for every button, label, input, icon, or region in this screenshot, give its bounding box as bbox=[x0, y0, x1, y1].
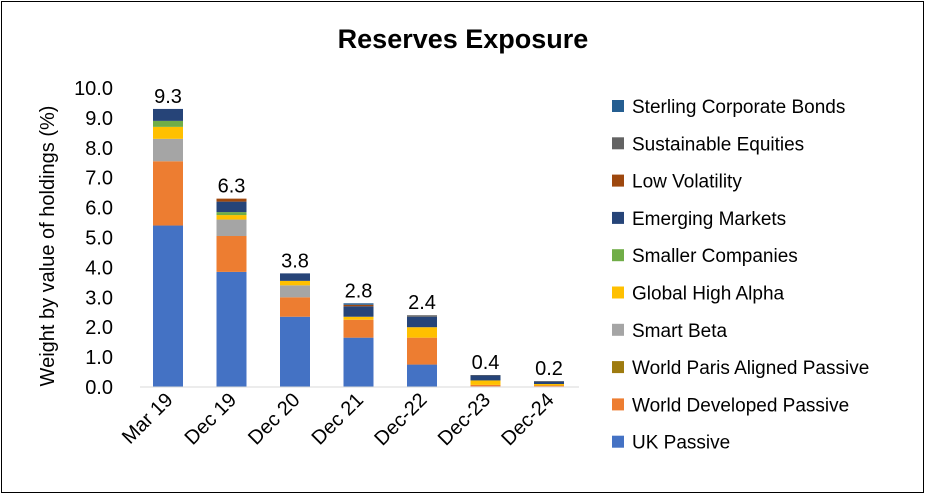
x-tick-label: Dec 19 bbox=[181, 389, 241, 449]
total-label: 0.2 bbox=[535, 358, 563, 380]
y-tick-label: 10.0 bbox=[74, 78, 113, 100]
bar-segment bbox=[407, 316, 437, 328]
x-tick-label: Dec 20 bbox=[244, 389, 304, 449]
y-tick-label: 5.0 bbox=[85, 228, 113, 250]
bar-segment bbox=[407, 364, 437, 387]
total-label: 9.3 bbox=[154, 86, 182, 108]
y-tick-label: 1.0 bbox=[85, 347, 113, 369]
legend-label: Sterling Corporate Bonds bbox=[632, 97, 845, 118]
bar-segment bbox=[216, 212, 247, 216]
bar-segment bbox=[216, 215, 247, 220]
y-tick-label: 7.0 bbox=[85, 168, 113, 190]
bar-segment bbox=[216, 271, 247, 387]
bar-segment bbox=[153, 120, 183, 127]
legend-swatch bbox=[612, 100, 624, 112]
bar-segment bbox=[534, 381, 564, 385]
legend-swatch bbox=[612, 137, 624, 150]
legend-label: World Paris Aligned Passive bbox=[632, 358, 869, 379]
bar-segment bbox=[153, 138, 183, 162]
total-label: 6.3 bbox=[218, 176, 246, 198]
y-tick-label: 6.0 bbox=[85, 198, 113, 220]
bar-segment bbox=[534, 385, 564, 387]
y-tick-label: 9.0 bbox=[85, 108, 113, 130]
legend-label: Sustainable Equities bbox=[632, 134, 804, 155]
bar-segment bbox=[216, 219, 247, 237]
x-tick-label: Mar 19 bbox=[118, 389, 178, 449]
legend-swatch bbox=[612, 211, 624, 224]
bar-segment bbox=[343, 316, 374, 320]
bar-segment bbox=[470, 375, 501, 376]
bar-segment bbox=[343, 306, 374, 317]
legend-label: Emerging Markets bbox=[632, 209, 786, 230]
y-axis-ticks: 0.0 1.0 2.0 3.0 4.0 5.0 6.0 7.0 8.0 9.0 10.0 bbox=[74, 78, 113, 399]
legend-label: Low Volatility bbox=[632, 172, 742, 193]
bar-segment bbox=[153, 126, 183, 139]
total-label: 3.8 bbox=[281, 250, 309, 272]
legend-swatch bbox=[612, 249, 624, 262]
legend-label: Smaller Companies bbox=[632, 246, 798, 267]
bar-segment bbox=[343, 303, 374, 305]
legend-label: Smart Beta bbox=[632, 321, 727, 342]
bar-segment bbox=[343, 337, 374, 387]
total-label: 0.4 bbox=[472, 352, 500, 374]
bar-segment bbox=[407, 315, 437, 317]
bar-segment bbox=[534, 384, 564, 386]
bar-segment bbox=[216, 198, 247, 202]
x-tick-label: Dec 21 bbox=[308, 389, 368, 449]
y-tick-label: 4.0 bbox=[85, 257, 113, 279]
total-labels: 9.3 6.3 3.8 2.8 2.4 0.4 0.2 bbox=[154, 86, 563, 380]
bar-segment bbox=[470, 375, 501, 381]
y-axis-label: Weight by value of holdings (%) bbox=[37, 106, 59, 387]
legend: Sterling Corporate Bonds Sustainable Equi… bbox=[612, 97, 869, 454]
y-tick-label: 0.0 bbox=[85, 377, 113, 399]
legend-swatch bbox=[612, 174, 624, 187]
total-label: 2.4 bbox=[408, 292, 436, 314]
bar-segment bbox=[343, 319, 374, 338]
legend-label: Global High Alpha bbox=[632, 284, 785, 305]
x-tick-label: Dec-24 bbox=[497, 389, 558, 450]
bar-segment bbox=[153, 225, 183, 387]
bar-segment bbox=[534, 381, 564, 382]
x-axis-ticks: Mar 19 Dec 19 Dec 20 Dec 21 Dec-22 Dec-23 Dec-… bbox=[118, 389, 559, 450]
legend-label: UK Passive bbox=[632, 433, 730, 454]
bar-segment bbox=[216, 201, 247, 213]
legend-swatch bbox=[612, 361, 624, 374]
bar-segment bbox=[280, 297, 310, 317]
bar-segment bbox=[470, 380, 501, 385]
bar-segment bbox=[470, 384, 501, 387]
legend-swatch bbox=[612, 398, 624, 411]
chart-title: Reserves Exposure bbox=[338, 24, 589, 54]
bar-segment bbox=[153, 161, 183, 226]
bar-segment bbox=[280, 273, 310, 281]
x-tick-label: Dec-22 bbox=[370, 389, 431, 450]
y-tick-label: 8.0 bbox=[85, 138, 113, 160]
bar-segment bbox=[280, 285, 310, 298]
bars-group bbox=[153, 108, 564, 387]
total-label: 2.8 bbox=[345, 280, 373, 302]
bar-segment bbox=[407, 337, 437, 365]
bar-segment bbox=[153, 108, 183, 121]
legend-swatch bbox=[612, 435, 624, 448]
legend-swatch bbox=[612, 286, 624, 299]
bar-segment bbox=[407, 327, 437, 338]
bar-segment bbox=[343, 304, 374, 307]
legend-label: World Developed Passive bbox=[632, 395, 849, 416]
bar-segment bbox=[280, 316, 310, 387]
legend-swatch bbox=[612, 323, 624, 336]
y-tick-label: 3.0 bbox=[85, 287, 113, 309]
bar-segment bbox=[216, 236, 247, 272]
x-tick-label: Dec-23 bbox=[434, 389, 495, 450]
y-tick-label: 2.0 bbox=[85, 317, 113, 339]
bar-segment bbox=[280, 280, 310, 286]
